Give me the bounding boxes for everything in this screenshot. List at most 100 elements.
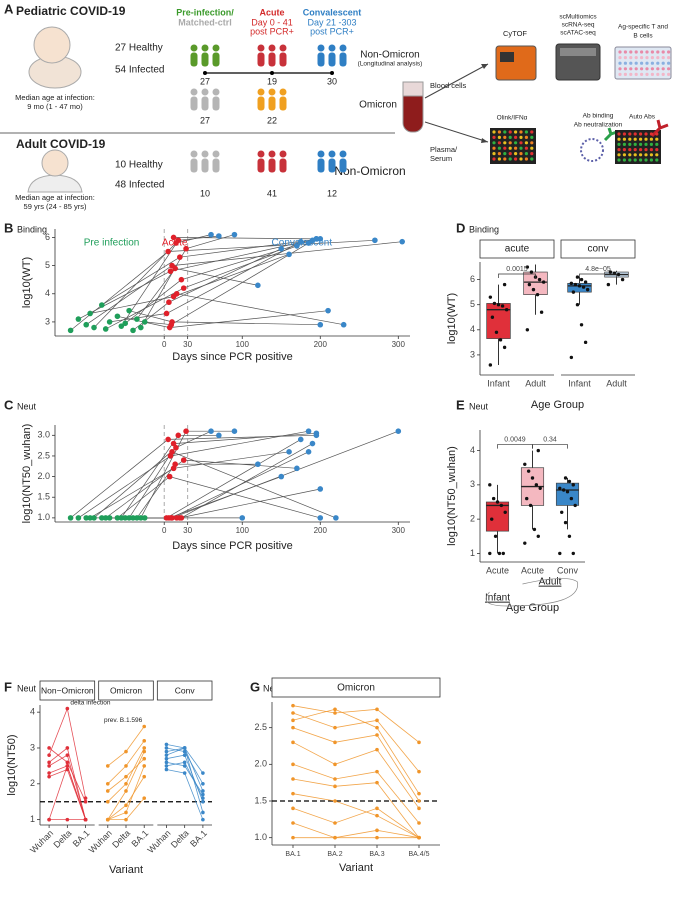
assay-label: scATAC-seq xyxy=(560,30,596,37)
point xyxy=(183,245,189,252)
x-tick-label: Delta xyxy=(169,828,191,850)
point xyxy=(105,789,110,793)
point xyxy=(333,711,337,715)
panel-title: Binding xyxy=(17,224,47,234)
point xyxy=(105,764,110,768)
point xyxy=(525,265,530,269)
well xyxy=(617,142,621,146)
x-axis-label: Variant xyxy=(109,864,143,876)
assay-label: CyTOF xyxy=(503,29,527,38)
point xyxy=(105,817,110,822)
well xyxy=(650,61,655,65)
point xyxy=(183,428,189,434)
well xyxy=(656,67,660,71)
point xyxy=(539,310,544,314)
point xyxy=(488,483,492,487)
point xyxy=(569,355,574,360)
point xyxy=(534,483,539,487)
point xyxy=(333,762,337,767)
point xyxy=(567,479,572,484)
well xyxy=(508,135,512,139)
y-tick-label: 3 xyxy=(470,479,475,489)
point xyxy=(65,760,70,765)
point xyxy=(83,321,90,328)
well xyxy=(639,137,643,141)
point xyxy=(490,517,494,521)
well xyxy=(530,157,534,161)
point xyxy=(208,428,214,434)
point xyxy=(83,817,88,822)
point xyxy=(65,706,70,711)
x-tick-label: 30 xyxy=(183,340,192,349)
series-label: Pre infection xyxy=(84,238,140,249)
arrow xyxy=(424,121,489,143)
point xyxy=(134,515,140,521)
point xyxy=(558,551,562,556)
point xyxy=(496,302,501,307)
subject-line xyxy=(133,476,282,519)
point xyxy=(536,448,540,453)
point xyxy=(536,534,540,538)
point xyxy=(201,796,205,800)
x-tick-label: Acute xyxy=(521,565,544,575)
well xyxy=(514,135,518,139)
well xyxy=(656,50,660,54)
subject-line xyxy=(292,807,420,839)
subject-line xyxy=(101,488,321,519)
group-label: Infant xyxy=(485,593,510,604)
y-axis-label: log10(NT50) xyxy=(6,734,18,795)
point xyxy=(216,432,222,439)
assay-label: scRNA-seq xyxy=(562,22,595,29)
subject-line xyxy=(292,705,420,743)
person-icon xyxy=(279,158,287,173)
facet-strip xyxy=(271,677,441,698)
column-line: Day 21 -303 xyxy=(307,17,356,27)
point xyxy=(291,703,295,708)
point xyxy=(47,817,51,822)
point xyxy=(333,777,337,781)
point xyxy=(239,515,246,521)
well xyxy=(661,72,665,76)
subject-line xyxy=(292,727,420,802)
well xyxy=(497,157,501,161)
person-icon xyxy=(257,150,265,158)
panel-letter: E xyxy=(456,397,465,412)
point xyxy=(417,740,421,745)
column-line: post PCR+ xyxy=(310,26,354,36)
point xyxy=(201,799,205,804)
point xyxy=(75,316,82,322)
well xyxy=(667,50,671,54)
point xyxy=(333,821,337,825)
comparison-bracket xyxy=(532,444,568,449)
point xyxy=(134,316,140,322)
y-axis-label: log10(WT) xyxy=(446,293,458,344)
y-tick-label: 3 xyxy=(45,316,50,326)
column-title: Convalescent xyxy=(303,7,362,17)
y-axis-label: log10(NT50_wuhan) xyxy=(21,424,33,524)
person-icon xyxy=(257,88,265,96)
point xyxy=(142,796,147,800)
cohort-label: Non-Omicron xyxy=(334,164,405,178)
point xyxy=(417,835,421,840)
box xyxy=(485,501,510,532)
comparison-bracket xyxy=(497,444,533,449)
well xyxy=(633,148,637,152)
well xyxy=(629,50,633,54)
point xyxy=(527,282,532,287)
point xyxy=(528,503,533,508)
well xyxy=(497,152,501,156)
point xyxy=(172,461,178,468)
facet-strip xyxy=(39,680,96,701)
point xyxy=(178,515,185,521)
well xyxy=(644,142,648,146)
point xyxy=(305,428,312,434)
point xyxy=(231,428,238,434)
point xyxy=(375,828,379,833)
well xyxy=(503,152,507,156)
well xyxy=(649,137,654,141)
well xyxy=(623,67,628,71)
point xyxy=(375,780,379,785)
healthy-count: 27 Healthy xyxy=(115,43,163,54)
group-count: 27 xyxy=(200,76,210,86)
